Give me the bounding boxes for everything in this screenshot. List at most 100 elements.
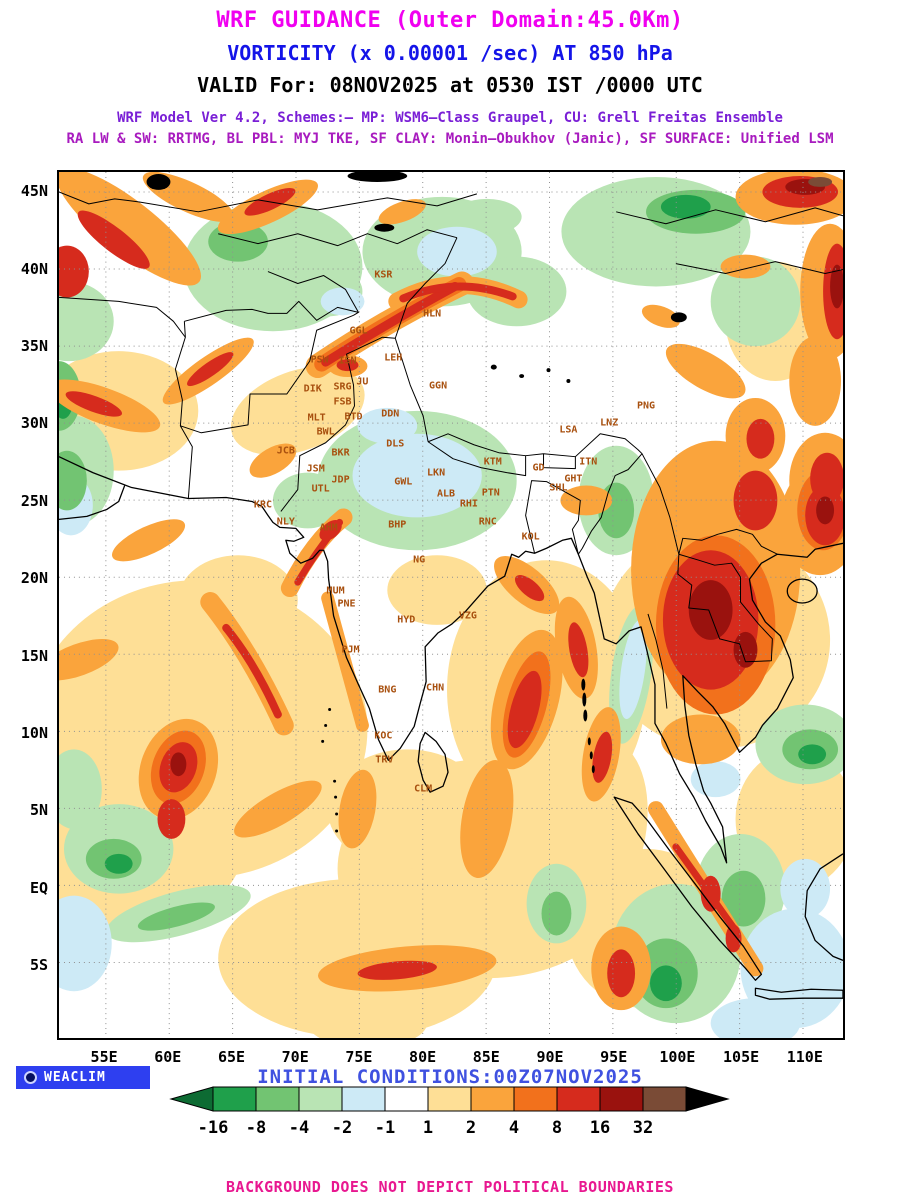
city-label-bng: BNG — [378, 684, 397, 696]
colorbar-svg: -16 -8 -4 -2 -1 1 2 4 8 16 32 — [169, 1086, 730, 1138]
lakes-islands — [146, 172, 687, 833]
city-label-ggn: GGN — [429, 380, 448, 392]
city-label-itn: ITN — [579, 456, 598, 468]
grid-lines — [59, 172, 843, 1038]
lon-tick-label: 60E — [154, 1048, 182, 1066]
lat-tick-label: 30N — [20, 414, 48, 433]
weaclim-logo-icon — [24, 1071, 37, 1084]
lon-tick-label: 110E — [786, 1048, 823, 1066]
city-label-vzg: VZG — [458, 610, 477, 622]
lat-axis: 45N 40N 35N 30N 25N 20N 15N 10N 5N EQ 5S — [0, 170, 54, 1040]
model-scheme-line-2: RA LW & SW: RRTMG, BL PBL: MYJ TKE, SF C… — [66, 131, 834, 147]
svg-text:-4: -4 — [289, 1118, 309, 1138]
contour-fills — [59, 172, 843, 1038]
svg-text:8: 8 — [552, 1118, 562, 1138]
city-label-hyd: HYD — [397, 614, 416, 626]
city-label-isn: ISN — [338, 355, 357, 367]
city-label-ju: JU — [356, 376, 369, 388]
city-label-ktm: KTM — [483, 456, 502, 468]
city-label-trv: TRV — [375, 754, 394, 766]
city-label-psw: PSW — [310, 354, 329, 366]
svg-text:1: 1 — [423, 1118, 433, 1138]
variable-subtitle: VORTICITY (x 0.00001 /sec) AT 850 hPa — [227, 41, 673, 65]
lat-tick-label: 45N — [20, 182, 48, 201]
city-label-ght: GHT — [564, 473, 583, 485]
initial-conditions-text: INITIAL CONDITIONS:00Z07NOV2025 — [257, 1066, 643, 1088]
city-labels: KSR HLN GGL PSW ISN LEH DIK SRG JU GGN FSB MLT BTD DD… — [59, 172, 843, 1038]
lat-tick-label: 40N — [20, 259, 48, 278]
city-label-pjm: PJM — [341, 644, 360, 656]
city-label-gd: GD — [532, 462, 545, 474]
country-borders — [59, 191, 843, 709]
city-label-lnz: LNZ — [600, 417, 619, 429]
city-label-dls: DLS — [386, 438, 405, 450]
weaclim-logo-text: WEACLIM — [44, 1070, 106, 1085]
city-label-gwl: GWL — [394, 476, 413, 488]
lon-tick-label: 100E — [659, 1048, 696, 1066]
lat-tick-label: EQ — [29, 878, 48, 897]
lon-tick-label: 90E — [536, 1048, 564, 1066]
svg-text:2: 2 — [466, 1118, 476, 1138]
city-label-jcb: JCB — [276, 445, 295, 457]
city-label-lkn: LKN — [427, 467, 446, 479]
colorbar-legend: -16 -8 -4 -2 -1 1 2 4 8 16 32 — [169, 1086, 731, 1144]
lon-tick-label: 80E — [409, 1048, 437, 1066]
city-label-clm: CLM — [414, 783, 433, 795]
city-label-jsm: JSM — [306, 463, 325, 475]
svg-text:32: 32 — [633, 1118, 653, 1138]
city-label-rhi: RHI — [459, 498, 478, 510]
city-label-pne: PNE — [337, 598, 356, 610]
svg-text:16: 16 — [590, 1118, 610, 1138]
city-label-ggl: GGL — [349, 325, 368, 337]
lat-tick-label: 20N — [20, 569, 48, 588]
coastlines — [59, 456, 843, 1000]
city-label-leh: LEH — [384, 352, 403, 364]
city-label-rnc: RNC — [478, 516, 497, 528]
city-label-btd: BTD — [344, 411, 363, 423]
map-frame: KSR HLN GGL PSW ISN LEH DIK SRG JU GGN FSB MLT BTD DD… — [57, 170, 845, 1040]
city-label-nly: NLY — [276, 516, 295, 528]
svg-text:4: 4 — [509, 1118, 519, 1138]
city-label-kol: KOL — [521, 531, 540, 543]
svg-text:-1: -1 — [375, 1118, 395, 1138]
page-title: WRF GUIDANCE (Outer Domain:45.0Km) — [216, 8, 684, 33]
svg-text:-2: -2 — [332, 1118, 352, 1138]
disclaimer-text: BACKGROUND DOES NOT DEPICT POLITICAL BOU… — [226, 1178, 674, 1196]
city-label-chn: CHN — [426, 682, 445, 694]
city-label-krc: KRC — [253, 499, 272, 511]
lon-tick-label: 70E — [281, 1048, 309, 1066]
city-label-lsa: LSA — [559, 424, 578, 436]
city-label-jdp: JDP — [331, 474, 350, 486]
city-label-srg: SRG — [333, 381, 352, 393]
city-label-mlt: MLT — [307, 412, 326, 424]
lon-tick-label: 105E — [723, 1048, 760, 1066]
city-label-mum: MUM — [326, 585, 345, 597]
city-label-ksr: KSR — [374, 269, 393, 281]
lat-tick-label: 5N — [29, 801, 48, 820]
lon-tick-label: 65E — [217, 1048, 246, 1066]
svg-text:-8: -8 — [246, 1118, 266, 1138]
city-label-ahm: AHM — [319, 522, 338, 534]
city-label-alb: ALB — [436, 488, 456, 499]
city-label-fsb: FSB — [333, 396, 352, 408]
city-label-ddn: DDN — [381, 408, 400, 420]
valid-time-line: VALID For: 08NOV2025 at 0530 IST /0000 U… — [197, 73, 703, 97]
city-label-utl: UTL — [311, 483, 330, 495]
lat-tick-label: 35N — [20, 336, 48, 355]
city-label-png: PNG — [636, 400, 656, 412]
weaclim-logo: WEACLIM — [16, 1066, 150, 1089]
city-label-dik: DIK — [303, 383, 322, 395]
lon-tick-label: 55E — [90, 1048, 118, 1066]
city-label-bhp: BHP — [388, 519, 407, 531]
model-scheme-line-1: WRF Model Ver 4.2, Schemes:– MP: WSM6–Cl… — [117, 110, 783, 126]
lon-tick-label: 75E — [345, 1048, 373, 1066]
city-label-ptn: PTN — [481, 487, 500, 499]
city-label-hln: HLN — [423, 308, 442, 320]
vorticity-map-svg — [59, 172, 843, 1038]
svg-text:-16: -16 — [198, 1118, 229, 1138]
lat-tick-label: 15N — [20, 646, 48, 665]
lat-tick-label: 5S — [29, 956, 48, 975]
lon-tick-label: 85E — [472, 1048, 500, 1066]
city-label-bwl: BWL — [316, 426, 335, 438]
